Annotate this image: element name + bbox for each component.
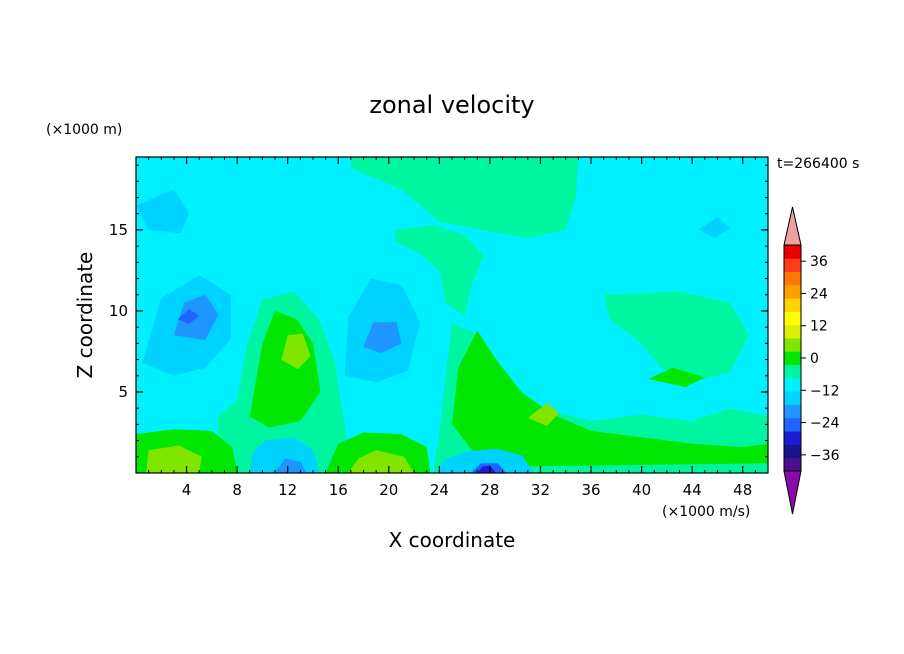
contour-region-left-column-hot bbox=[281, 333, 311, 370]
colorbar-segment bbox=[784, 338, 801, 352]
colorbar-tick-label: −12 bbox=[810, 383, 840, 399]
colorbar-segment bbox=[784, 245, 801, 259]
y-tick-label: 10 bbox=[109, 302, 128, 320]
contour-region-cold-surface-left bbox=[249, 437, 320, 473]
contour-region-cold-spot-left bbox=[177, 309, 200, 324]
colorbar-segment bbox=[784, 417, 801, 432]
x-tick-label: 24 bbox=[430, 481, 449, 499]
contour-region-cold-surface-mid-spot bbox=[477, 465, 497, 473]
contour-region-surface-left-hot bbox=[146, 445, 202, 473]
colorbar-segment bbox=[784, 271, 801, 286]
colorbar-segment bbox=[784, 324, 801, 339]
contour-region-cold-surface-mid bbox=[436, 448, 535, 473]
colorbar-tick-label: −24 bbox=[810, 416, 840, 432]
y-tick-label: 5 bbox=[118, 383, 128, 401]
colorbar-tick-label: 0 bbox=[810, 351, 819, 367]
colorbar-segment bbox=[784, 404, 801, 419]
y-unit-label: (×1000 m) bbox=[46, 122, 122, 138]
contour-region-jet-core-top bbox=[350, 157, 579, 238]
x-tick-label: 48 bbox=[733, 481, 752, 499]
x-tick-label: 8 bbox=[232, 481, 242, 499]
contour-region-cold-core-mid bbox=[363, 322, 402, 354]
colorbar-tick-label: 36 bbox=[810, 254, 828, 270]
x-tick-label: 32 bbox=[531, 481, 550, 499]
contour-region-warm-spot-right bbox=[647, 367, 705, 388]
colorbar-tick-label: 12 bbox=[810, 319, 828, 335]
x-tick-label: 4 bbox=[182, 481, 192, 499]
contour-region-surface-mid-hot bbox=[348, 450, 415, 473]
time-label: t=266400 s bbox=[777, 156, 859, 172]
x-tick-label: 12 bbox=[278, 481, 297, 499]
x-tick-label: 36 bbox=[581, 481, 600, 499]
chart-title: zonal velocity bbox=[369, 91, 534, 119]
x-tick-label: 16 bbox=[329, 481, 348, 499]
colorbar-segment bbox=[784, 431, 801, 445]
contour-region-warm-patch-right bbox=[603, 291, 749, 383]
colorbar-tick-label: 24 bbox=[810, 286, 828, 302]
colorbar-segment bbox=[784, 457, 801, 472]
y-tick-label: 15 bbox=[109, 221, 128, 239]
colorbar-segment bbox=[784, 258, 801, 272]
x-tick-label: 44 bbox=[683, 481, 702, 499]
plot-area bbox=[136, 157, 768, 473]
contour-region-cold-surface-left-core bbox=[275, 458, 307, 473]
y-axis-label: Z coordinate bbox=[73, 252, 97, 379]
colorbar-segment bbox=[784, 311, 801, 326]
colorbar-segment bbox=[784, 351, 801, 366]
contour-region-upper-left-cool bbox=[136, 189, 190, 234]
colorbar-over-arrow bbox=[783, 206, 802, 246]
x-tick-label: 40 bbox=[632, 481, 651, 499]
x-tick-label: 28 bbox=[480, 481, 499, 499]
contour-region-central-tongue bbox=[395, 225, 484, 316]
colorbar-segment bbox=[784, 364, 801, 379]
colorbar: 36 24 12 0 −12 −24 −36 bbox=[783, 206, 840, 515]
colorbar-segment bbox=[784, 284, 801, 299]
x-axis-label: X coordinate bbox=[389, 528, 516, 552]
colorbar-under-arrow bbox=[783, 470, 802, 515]
colorbar-segment bbox=[784, 444, 801, 459]
colorbar-segment bbox=[784, 391, 801, 405]
x-unit-label: (×1000 m/s) bbox=[662, 504, 750, 520]
colorbar-segment bbox=[784, 298, 801, 312]
x-tick-label: 20 bbox=[379, 481, 398, 499]
contour-region-upper-right-cool bbox=[698, 217, 731, 238]
contour-region-right-ridge-hot bbox=[527, 403, 560, 426]
colorbar-segment bbox=[784, 377, 801, 392]
colorbar-tick-label: −36 bbox=[810, 448, 840, 464]
contour-region-right-ridge-core bbox=[452, 330, 768, 467]
